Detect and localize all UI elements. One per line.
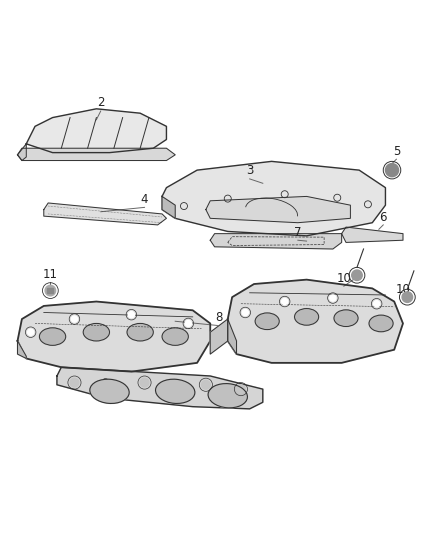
Polygon shape xyxy=(162,197,175,219)
Circle shape xyxy=(237,385,245,393)
Polygon shape xyxy=(228,319,237,354)
Bar xyxy=(47,288,53,293)
Ellipse shape xyxy=(83,324,110,341)
Circle shape xyxy=(385,164,399,177)
Circle shape xyxy=(242,310,248,316)
Polygon shape xyxy=(44,203,166,225)
Text: 2: 2 xyxy=(97,96,105,109)
Text: 3: 3 xyxy=(246,164,253,177)
Ellipse shape xyxy=(127,324,153,341)
Text: 7: 7 xyxy=(294,226,302,239)
Ellipse shape xyxy=(39,328,66,345)
Circle shape xyxy=(71,316,78,322)
Polygon shape xyxy=(210,319,228,354)
Circle shape xyxy=(45,285,56,296)
Text: 8: 8 xyxy=(215,311,223,324)
Text: 11: 11 xyxy=(43,268,58,280)
Circle shape xyxy=(128,312,134,318)
Circle shape xyxy=(201,381,210,389)
Circle shape xyxy=(185,320,191,327)
Polygon shape xyxy=(18,144,26,160)
Ellipse shape xyxy=(208,384,247,408)
Ellipse shape xyxy=(155,379,195,403)
Circle shape xyxy=(402,292,413,302)
Ellipse shape xyxy=(369,315,393,332)
Circle shape xyxy=(282,298,288,304)
Text: 10: 10 xyxy=(336,272,351,285)
Text: 10: 10 xyxy=(396,283,410,296)
Circle shape xyxy=(352,270,362,280)
Circle shape xyxy=(330,295,336,301)
Text: 5: 5 xyxy=(393,145,400,158)
Circle shape xyxy=(374,301,380,307)
Ellipse shape xyxy=(334,310,358,327)
Circle shape xyxy=(28,329,34,335)
Text: 6: 6 xyxy=(379,211,387,223)
Polygon shape xyxy=(342,227,403,243)
Ellipse shape xyxy=(162,328,188,345)
Ellipse shape xyxy=(294,309,318,325)
Text: 9: 9 xyxy=(101,377,109,390)
Polygon shape xyxy=(26,109,166,152)
Text: 4: 4 xyxy=(141,193,148,206)
Circle shape xyxy=(70,378,79,387)
Polygon shape xyxy=(228,280,403,363)
Polygon shape xyxy=(18,302,210,372)
Ellipse shape xyxy=(90,379,129,403)
Polygon shape xyxy=(206,197,350,223)
Ellipse shape xyxy=(255,313,279,329)
Polygon shape xyxy=(162,161,385,236)
Polygon shape xyxy=(18,341,26,359)
Polygon shape xyxy=(18,148,175,160)
Polygon shape xyxy=(210,233,342,249)
Polygon shape xyxy=(57,367,263,409)
Circle shape xyxy=(140,378,149,387)
